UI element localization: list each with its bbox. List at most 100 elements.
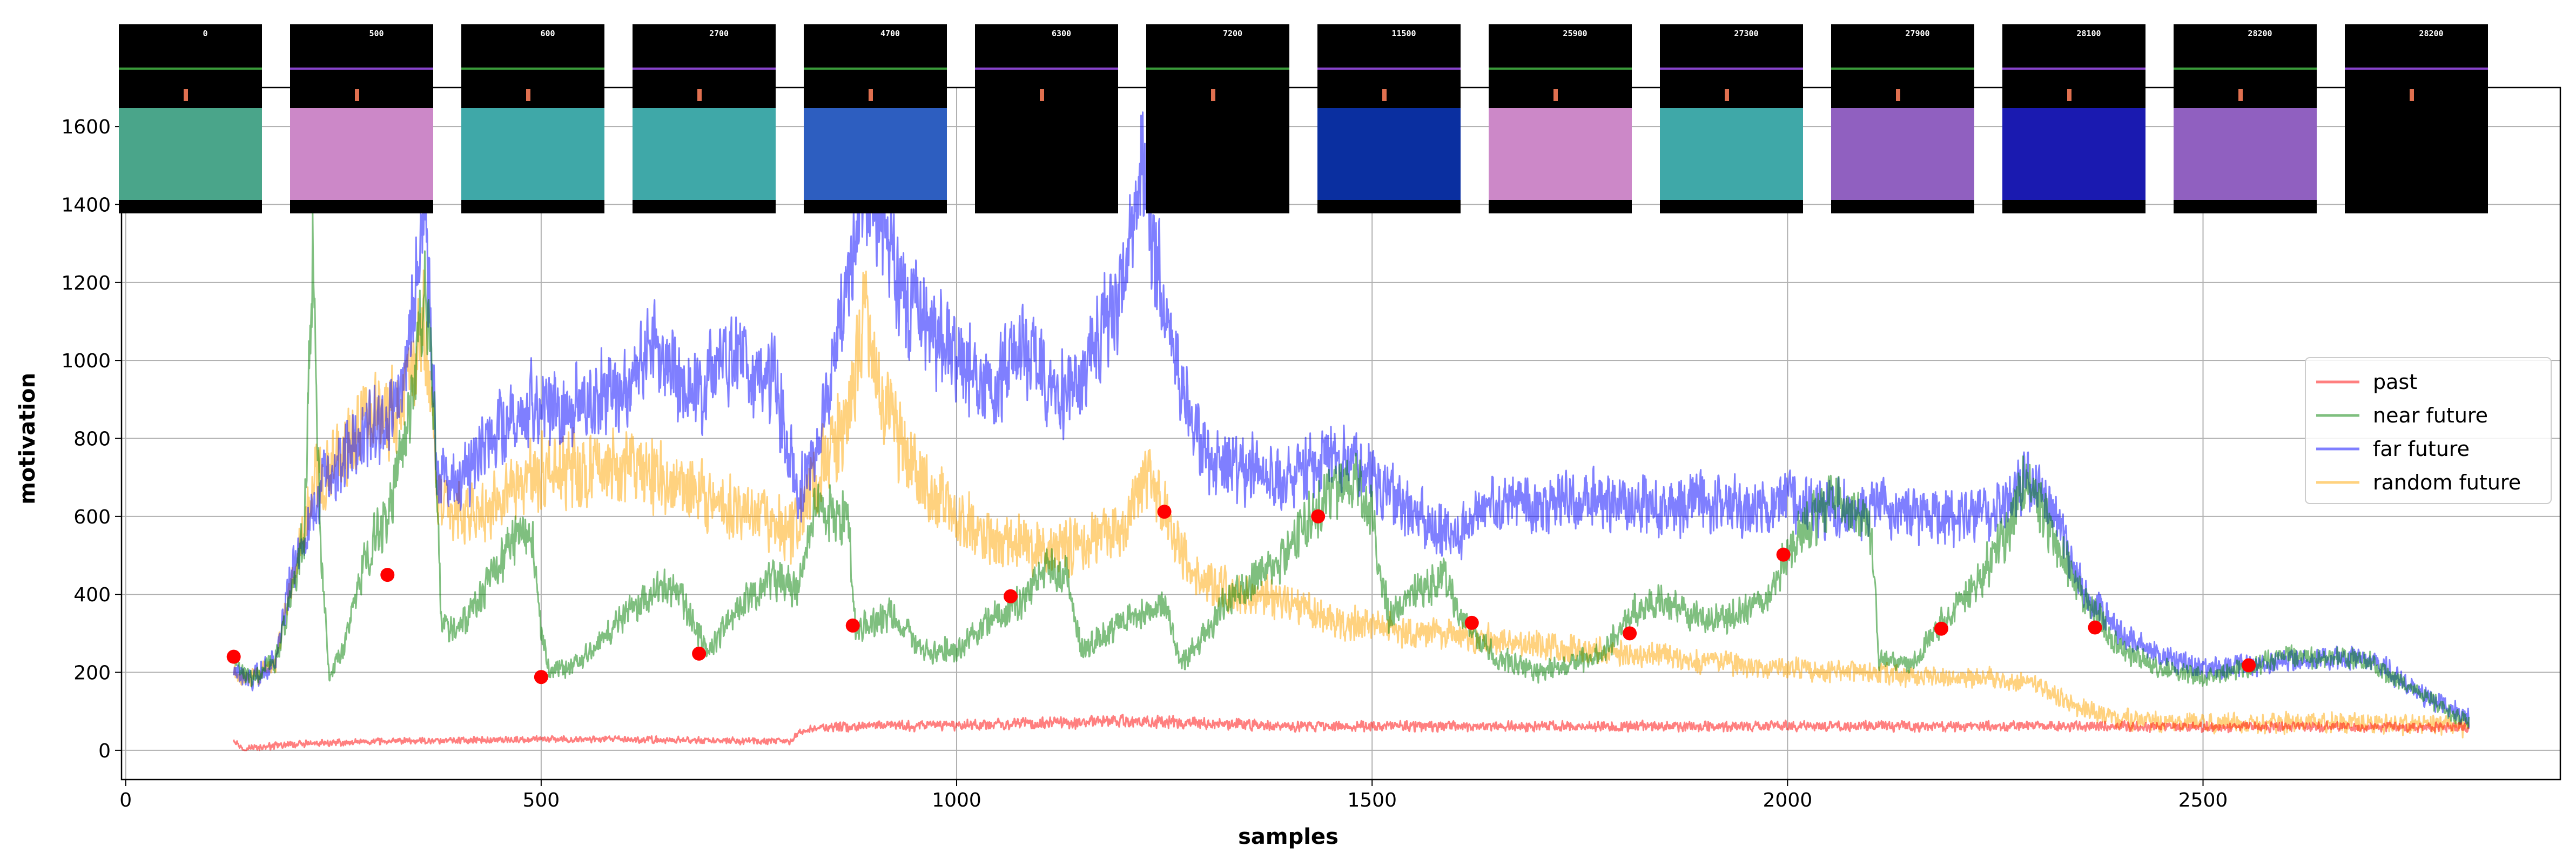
thumbnail-player <box>355 89 359 101</box>
thumbnail-score: 4700 <box>880 29 900 38</box>
thumbnail-background <box>2345 24 2488 213</box>
thumbnail-frame: 11500 <box>1317 24 1461 213</box>
y-tick-label: 1200 <box>61 272 111 294</box>
thumbnail-frame: 0 <box>119 24 262 213</box>
marker-point <box>1934 621 1948 636</box>
x-tick-label: 2000 <box>1763 789 1813 811</box>
thumbnail-ledge <box>461 68 604 70</box>
marker-point <box>1004 589 1018 603</box>
thumbnail-score: 0 <box>203 29 207 38</box>
y-axis-label: motivation <box>15 373 40 505</box>
x-tick-label: 2500 <box>2178 789 2228 811</box>
x-tick-label: 1000 <box>932 789 981 811</box>
thumbnail-background <box>1146 24 1289 213</box>
series-line-random-future <box>233 269 2470 739</box>
thumbnail-score: 500 <box>369 29 384 38</box>
y-tick-label: 200 <box>73 662 111 684</box>
thumbnail-frame: 28200 <box>2174 24 2317 213</box>
series-line-near-future <box>233 209 2470 730</box>
thumbnail-ledge <box>2345 68 2488 70</box>
x-tick-label: 1500 <box>1347 789 1397 811</box>
legend-box <box>2305 357 2552 504</box>
marker-point <box>692 646 707 661</box>
y-tick-label: 600 <box>73 506 111 528</box>
thumbnail-floor <box>633 108 776 200</box>
y-tick-label: 1000 <box>61 350 111 372</box>
thumbnail-player <box>1211 89 1215 101</box>
marker-point <box>1464 615 1479 630</box>
thumbnail-score: 11500 <box>1391 29 1416 38</box>
y-tick-label: 400 <box>73 584 111 606</box>
marker-point <box>1157 505 1172 519</box>
thumbnail-ledge <box>1489 68 1632 70</box>
thumbnail-ledge <box>1146 68 1289 70</box>
y-tick-label: 0 <box>98 740 111 762</box>
thumbnail-floor <box>1489 108 1632 200</box>
thumbnail-ledge <box>1660 68 1803 70</box>
legend-label: past <box>2373 370 2417 394</box>
thumbnail-frame: 2700 <box>633 24 776 213</box>
thumbnail-floor <box>1660 108 1803 200</box>
thumbnail-player <box>2067 89 2071 101</box>
series-lines <box>233 111 2470 751</box>
thumbnail-player <box>526 89 530 101</box>
thumbnail-ledge <box>1317 68 1461 70</box>
game-thumbnails: 0 500 600 2700 4700 6300 7200 11500 25900 27300 27… <box>119 24 2488 213</box>
thumbnail-player <box>1040 89 1044 101</box>
thumbnail-score: 27900 <box>1905 29 1929 38</box>
thumbnail-frame: 27900 <box>1831 24 1974 213</box>
y-tick-label: 1600 <box>61 116 111 138</box>
thumbnail-score: 28100 <box>2076 29 2101 38</box>
thumbnail-frame: 600 <box>461 24 604 213</box>
thumbnail-score: 28200 <box>2419 29 2443 38</box>
thumbnail-score: 600 <box>540 29 555 38</box>
thumbnail-frame: 25900 <box>1489 24 1632 213</box>
y-tick-label: 1400 <box>61 194 111 217</box>
thumbnail-floor <box>461 108 604 200</box>
thumbnail-frame: 7200 <box>1146 24 1289 213</box>
legend-label: random future <box>2373 471 2521 494</box>
legend-label: near future <box>2373 404 2488 427</box>
thumbnail-score: 6300 <box>1052 29 1071 38</box>
thumbnail-ledge <box>975 68 1118 70</box>
thumbnail-score: 28200 <box>2248 29 2272 38</box>
thumbnail-score: 25900 <box>1563 29 1587 38</box>
marker-point <box>2088 620 2102 635</box>
thumbnail-player <box>1382 89 1387 101</box>
red-markers <box>226 505 2256 684</box>
x-tick-label: 500 <box>522 789 560 811</box>
thumbnail-frame: 4700 <box>804 24 947 213</box>
marker-point <box>534 670 548 684</box>
thumbnail-ledge <box>804 68 947 70</box>
thumbnail-floor <box>290 108 433 200</box>
thumbnail-score: 2700 <box>709 29 729 38</box>
thumbnail-player <box>184 89 188 101</box>
thumbnail-ledge <box>2002 68 2145 70</box>
thumbnail-floor <box>1317 108 1461 200</box>
thumbnail-player <box>2410 89 2414 101</box>
thumbnail-ledge <box>2174 68 2317 70</box>
thumbnail-floor <box>1831 108 1974 200</box>
thumbnail-player <box>1553 89 1558 101</box>
marker-point <box>380 568 395 582</box>
thumbnail-ledge <box>119 68 262 70</box>
thumbnail-player <box>1725 89 1729 101</box>
thumbnail-player <box>869 89 873 101</box>
thumbnail-floor <box>2174 108 2317 200</box>
marker-point <box>845 618 860 633</box>
marker-point <box>226 649 241 664</box>
legend: past near future far future random future <box>2305 357 2552 504</box>
thumbnail-frame: 6300 <box>975 24 1118 213</box>
thumbnail-ledge <box>633 68 776 70</box>
thumbnail-player <box>1896 89 1900 101</box>
thumbnail-floor <box>119 108 262 200</box>
thumbnail-floor <box>2002 108 2145 200</box>
x-axis-label: samples <box>1238 824 1339 849</box>
thumbnail-player <box>2238 89 2243 101</box>
y-tick-label: 800 <box>73 428 111 451</box>
thumbnail-frame: 27300 <box>1660 24 1803 213</box>
marker-point <box>2242 658 2256 673</box>
thumbnail-ledge <box>1831 68 1974 70</box>
thumbnail-player <box>697 89 702 101</box>
